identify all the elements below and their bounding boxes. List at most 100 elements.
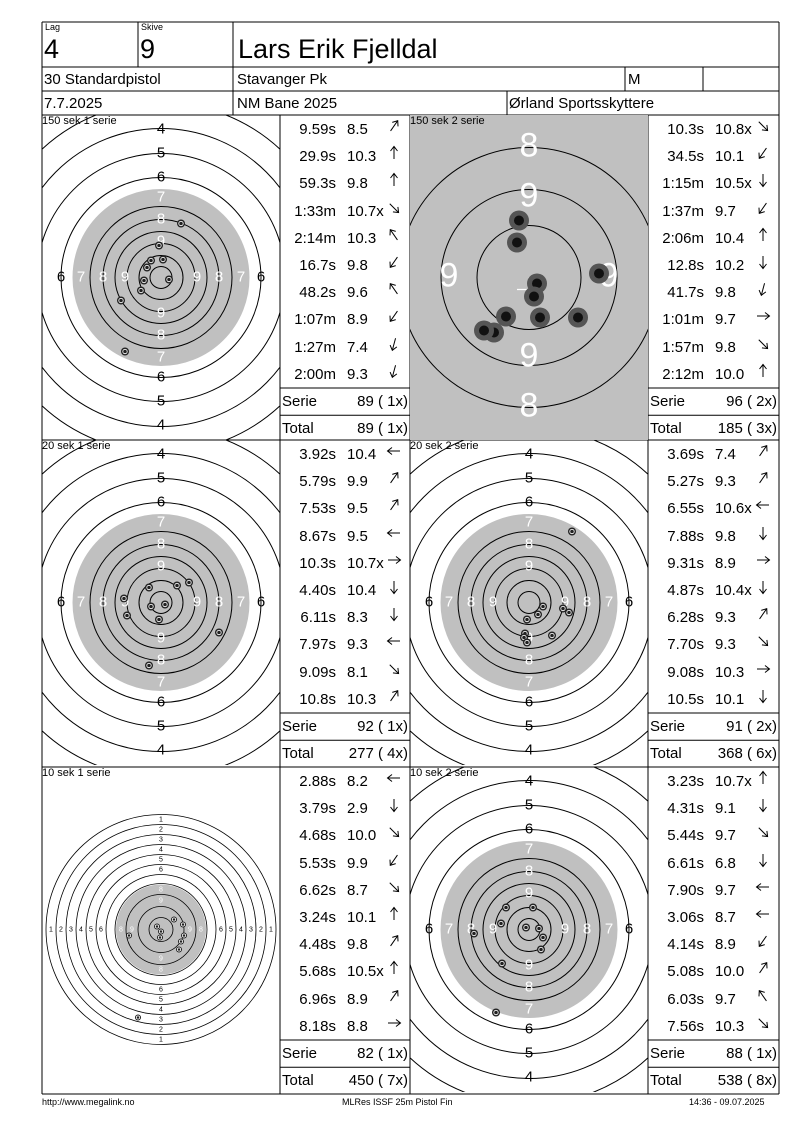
- shot-time: 10.5s: [667, 690, 704, 708]
- ring-number: 6: [425, 920, 433, 937]
- shot-hole-ring: [549, 632, 555, 639]
- shot-score: 10.1: [715, 148, 745, 166]
- ring-number: 2: [159, 1026, 163, 1033]
- shot-hole: [157, 934, 163, 941]
- shot-hole-ring: [146, 584, 152, 591]
- shot-hole: [176, 946, 182, 953]
- shot-score: 10.1: [715, 690, 745, 708]
- ring-number: 8: [157, 326, 165, 343]
- direction-arrow-icon: [386, 822, 402, 838]
- direction-arrow-icon: [755, 850, 771, 867]
- ring-number: 9: [193, 268, 201, 285]
- target-ring: [137, 906, 185, 953]
- ring-number: 6: [257, 593, 265, 610]
- shot-score: 10.5x: [347, 963, 384, 981]
- direction-arrow-icon: [386, 495, 402, 511]
- shot-hole-ring: [154, 924, 160, 929]
- direction-arrow-icon: [755, 523, 771, 540]
- ring-number: 7: [525, 673, 533, 690]
- ring-number: 6: [99, 926, 103, 933]
- direction-arrow-icon: [386, 468, 402, 484]
- target-ring: [410, 453, 648, 752]
- direction-arrow-icon: [386, 986, 402, 1002]
- shot-score: 10.7x: [347, 554, 384, 572]
- direction-arrow-icon: [386, 170, 402, 187]
- total-row: Total 538 ( 8x): [648, 1067, 779, 1094]
- ring-number: 5: [157, 392, 165, 409]
- serie-value: 91 ( 2x): [726, 718, 777, 735]
- competition-date: 7.7.2025: [44, 95, 103, 112]
- ring-number: 9: [440, 256, 459, 294]
- ring-number: 9: [193, 593, 201, 610]
- shot-score: 8.5: [347, 121, 368, 138]
- shot-score: 8.7: [347, 881, 368, 899]
- shot-row: 6.03s 9.7: [648, 986, 779, 1013]
- shot-time: 5.53s: [299, 854, 336, 872]
- shot-time: 2:06m: [662, 229, 704, 247]
- ring-number: 7: [209, 926, 213, 933]
- direction-arrow-icon: [755, 604, 771, 620]
- direction-arrow-icon: [386, 306, 402, 323]
- shot-hole-ring: [122, 348, 128, 355]
- shot-row: 3.23s 10.7x: [648, 768, 779, 795]
- ring-number: 9: [157, 629, 165, 646]
- shot-row: 5.27s 9.3: [648, 468, 779, 495]
- shot-time: 4.68s: [299, 827, 336, 845]
- ring-number: 5: [89, 926, 93, 933]
- direction-arrow-icon: [386, 850, 402, 866]
- shot-score: 9.8: [715, 338, 736, 356]
- ring-number: 9: [525, 629, 533, 646]
- shot-hole-ring: [121, 595, 127, 602]
- ring-number: 2: [259, 926, 263, 933]
- shot-row: 7.90s 9.7: [648, 877, 779, 904]
- direction-arrow-icon: [755, 958, 771, 974]
- shot-time: 6.61s: [667, 854, 704, 872]
- shot-hole-ring: [166, 276, 172, 283]
- ring-number: 4: [157, 416, 165, 433]
- shot-hole-ring: [540, 934, 546, 941]
- ring-number: 8: [525, 535, 533, 552]
- ring-number: 8: [119, 926, 123, 933]
- shot-score: 10.3: [347, 148, 377, 166]
- shot-hole: [498, 959, 506, 968]
- shot-score: 10.3: [715, 1017, 745, 1035]
- shot-row: 1:15m 10.5x: [648, 170, 779, 197]
- ring-number: 5: [229, 926, 233, 933]
- shot-hole: [529, 903, 537, 912]
- direction-arrow-icon: [386, 958, 402, 975]
- shot-row: 1:27m 7.4: [280, 334, 410, 361]
- shot-score: 9.7: [715, 202, 736, 220]
- shot-hole-ring: [141, 277, 147, 284]
- shot-hole: [215, 628, 223, 637]
- shot-hole-ring: [138, 287, 144, 294]
- shot-hole-ring: [176, 947, 182, 952]
- shot-row: 6.61s 6.8: [648, 850, 779, 877]
- shot-row: 6.55s 10.6x: [648, 495, 779, 522]
- ring-number: 8: [157, 210, 165, 227]
- shot-hole: [548, 631, 556, 640]
- footer-url[interactable]: http://www.megalink.no: [42, 1097, 135, 1107]
- ring-number: 6: [159, 986, 163, 993]
- shot-row: 10.8s 10.3: [280, 686, 410, 713]
- shot-hole: [158, 928, 164, 935]
- shot-time: 29.9s: [299, 148, 336, 166]
- direction-arrow-icon: [755, 252, 771, 270]
- ring-number: 6: [159, 866, 163, 873]
- direction-arrow-icon: [755, 550, 771, 566]
- direction-arrow-icon: [386, 659, 402, 675]
- ring-number: 9: [525, 884, 533, 901]
- shot-hole-ring: [178, 939, 184, 944]
- shot-time: 4.87s: [667, 582, 704, 599]
- shot-hole: [147, 602, 155, 611]
- ring-number: 8: [215, 268, 223, 285]
- ring-number: 8: [583, 920, 591, 937]
- total-row: Total 277 ( 4x): [280, 740, 410, 767]
- series-title: 10 sek 2 serie: [410, 767, 479, 779]
- club-name: Stavanger Pk: [237, 71, 328, 88]
- shot-time: 10.3s: [299, 554, 336, 572]
- target-ring: [476, 225, 582, 330]
- shot-hole: [135, 1014, 141, 1021]
- shot-time: 5.27s: [667, 473, 704, 491]
- shot-time: 7.97s: [299, 636, 336, 654]
